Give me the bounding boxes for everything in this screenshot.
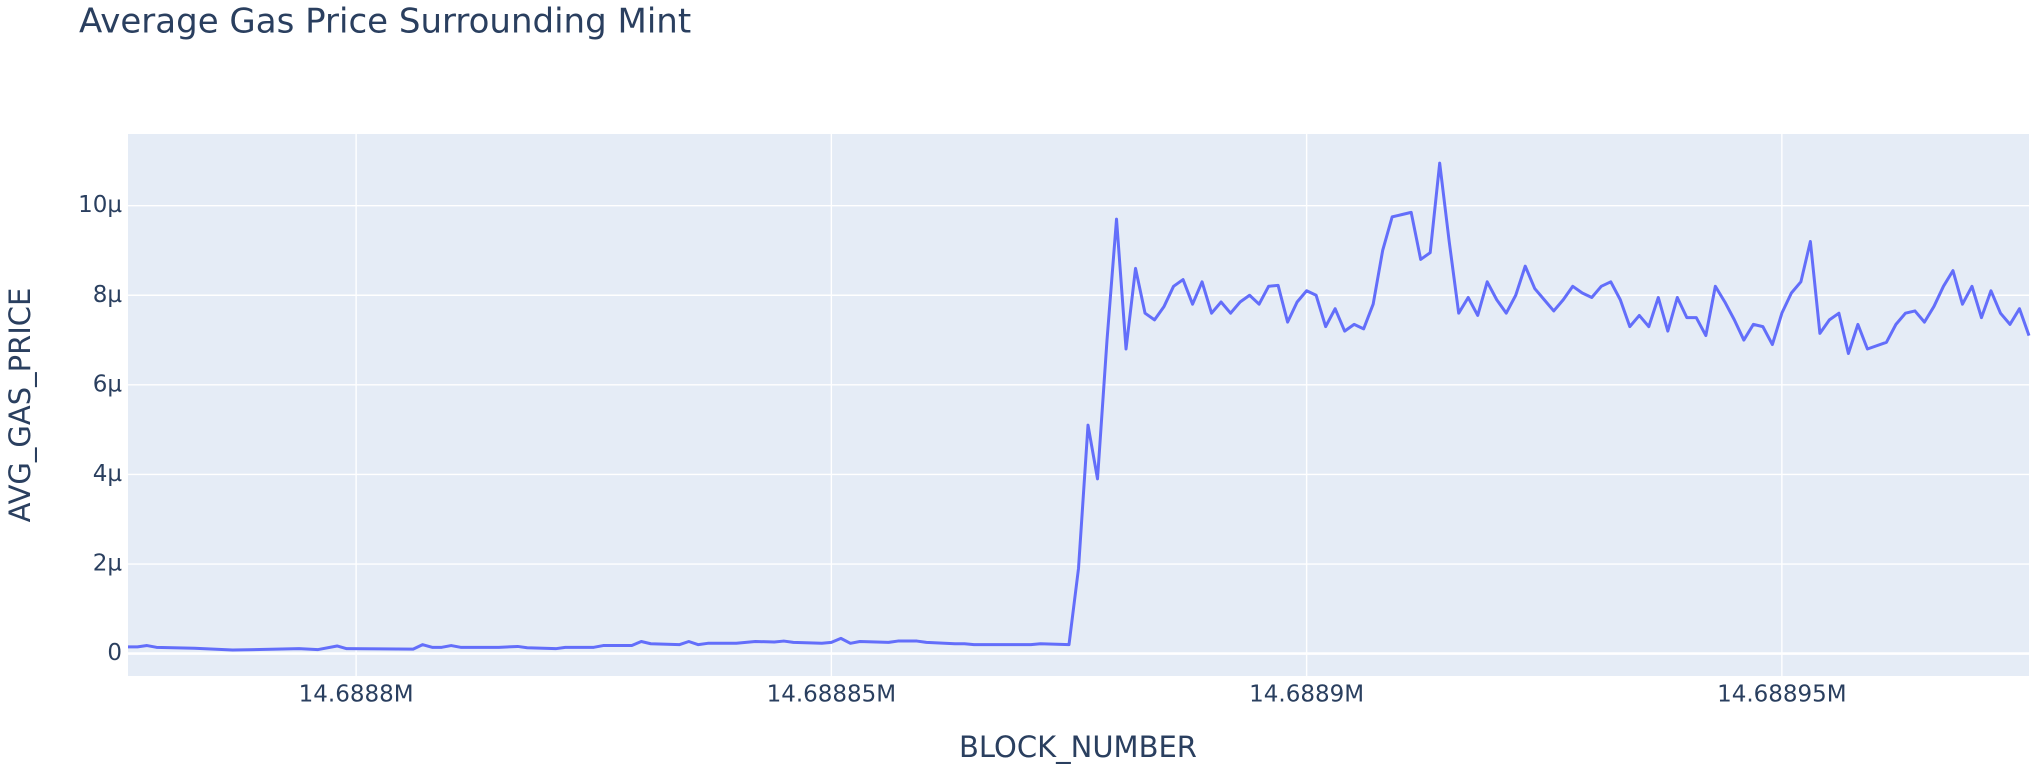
y-tick-label: 6µ <box>93 371 123 397</box>
y-tick-label: 2µ <box>93 551 123 577</box>
chart-title: Average Gas Price Surrounding Mint <box>79 2 691 42</box>
y-tick-label: 0 <box>107 640 122 666</box>
plot-area <box>128 134 2029 676</box>
grid <box>128 134 2029 676</box>
x-tick-label: 14.68885M <box>767 682 897 708</box>
x-tick-label: 14.6888M <box>299 682 414 708</box>
y-tick-label: 4µ <box>93 461 123 487</box>
x-tick-label: 14.6889M <box>1249 682 1364 708</box>
y-tick-label: 8µ <box>93 282 123 308</box>
data-line <box>128 161 2031 652</box>
marks <box>128 161 2031 652</box>
x-axis-title: BLOCK_NUMBER <box>959 730 1197 764</box>
x-tick-label: 14.68895M <box>1717 682 1847 708</box>
y-tick-label: 10µ <box>78 192 122 218</box>
y-axis-title: AVG_GAS_PRICE <box>3 288 37 523</box>
